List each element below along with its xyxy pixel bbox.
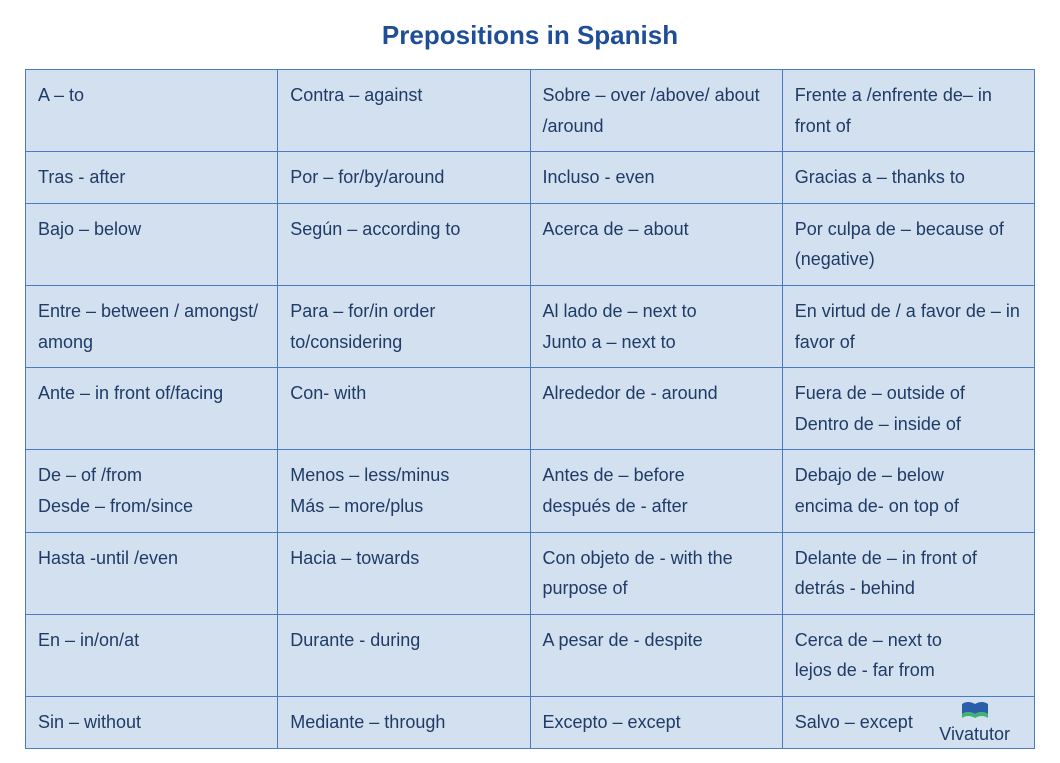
table-cell: Cerca de – next to lejos de - far from <box>782 614 1034 696</box>
table-cell: Incluso - even <box>530 152 782 204</box>
table-cell: Con- with <box>278 368 530 450</box>
table-cell: Alrededor de - around <box>530 368 782 450</box>
table-row: Sin – without Mediante – through Excepto… <box>26 696 1035 748</box>
table-cell: Tras - after <box>26 152 278 204</box>
table-cell: Sobre – over /above/ about /around <box>530 70 782 152</box>
table-row: Bajo – below Según – according to Acerca… <box>26 203 1035 285</box>
table-cell: Al lado de – next toJunto a – next to <box>530 285 782 367</box>
page-title: Prepositions in Spanish <box>25 20 1035 51</box>
table-cell: Mediante – through <box>278 696 530 748</box>
table-row: Tras - after Por – for/by/around Incluso… <box>26 152 1035 204</box>
table-cell: Según – according to <box>278 203 530 285</box>
table-cell: Acerca de – about <box>530 203 782 285</box>
table-cell: Fuera de – outside ofDentro de – inside … <box>782 368 1034 450</box>
table-cell: Ante – in front of/facing <box>26 368 278 450</box>
table-cell: En virtud de / a favor de – in favor of <box>782 285 1034 367</box>
table-cell: Bajo – below <box>26 203 278 285</box>
table-cell: Para – for/in order to/considering <box>278 285 530 367</box>
table-cell: Delante de – in front ofdetrás - behind <box>782 532 1034 614</box>
table-row: Ante – in front of/facing Con- with Alre… <box>26 368 1035 450</box>
table-cell: Debajo de – belowencima de- on top of <box>782 450 1034 532</box>
table-row: De – of /fromDesde – from/since Menos – … <box>26 450 1035 532</box>
table-cell: Sin – without <box>26 696 278 748</box>
page: Prepositions in Spanish A – to Contra – … <box>0 0 1060 763</box>
book-icon <box>939 700 1010 722</box>
table-cell: Con objeto de - with the purpose of <box>530 532 782 614</box>
table-cell: Por – for/by/around <box>278 152 530 204</box>
table-cell: Menos – less/minusMás – more/plus <box>278 450 530 532</box>
table-cell: Hacia – towards <box>278 532 530 614</box>
table-cell: Entre – between / amongst/ among <box>26 285 278 367</box>
footer: Vivatutor <box>939 700 1010 745</box>
table-cell: A pesar de - despite <box>530 614 782 696</box>
table-cell: Por culpa de – because of (negative) <box>782 203 1034 285</box>
table-cell: Gracias a – thanks to <box>782 152 1034 204</box>
table-cell: Durante - during <box>278 614 530 696</box>
table-row: A – to Contra – against Sobre – over /ab… <box>26 70 1035 152</box>
table-row: Entre – between / amongst/ among Para – … <box>26 285 1035 367</box>
table-row: Hasta -until /even Hacia – towards Con o… <box>26 532 1035 614</box>
table-cell: A – to <box>26 70 278 152</box>
footer-label: Vivatutor <box>939 724 1010 744</box>
table-cell: En – in/on/at <box>26 614 278 696</box>
table-cell: Contra – against <box>278 70 530 152</box>
table-cell: Antes de – beforedespués de - after <box>530 450 782 532</box>
prepositions-table: A – to Contra – against Sobre – over /ab… <box>25 69 1035 749</box>
table-cell: Frente a /enfrente de– in front of <box>782 70 1034 152</box>
table-cell: Hasta -until /even <box>26 532 278 614</box>
table-cell: Excepto – except <box>530 696 782 748</box>
table-cell: De – of /fromDesde – from/since <box>26 450 278 532</box>
table-row: En – in/on/at Durante - during A pesar d… <box>26 614 1035 696</box>
